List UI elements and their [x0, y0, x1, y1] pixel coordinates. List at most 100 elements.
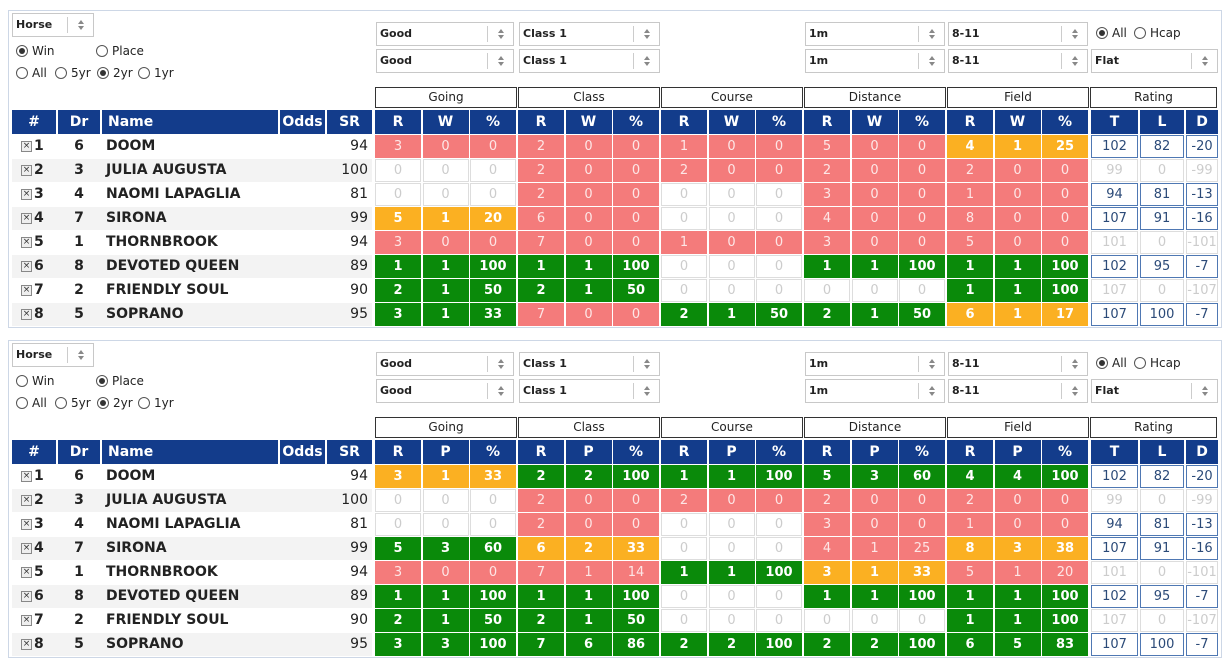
- stat-cell: 0: [708, 183, 755, 206]
- remove-checkbox[interactable]: ×: [21, 237, 32, 248]
- radio-option[interactable]: 5yr: [55, 65, 125, 81]
- remove-checkbox[interactable]: ×: [21, 141, 32, 152]
- select[interactable]: 8-11: [948, 352, 1088, 376]
- group-header: Distance: [804, 87, 946, 108]
- select[interactable]: Class 1: [519, 49, 660, 73]
- arrow-down: [644, 365, 650, 369]
- stat-cell: 0: [899, 135, 945, 158]
- select[interactable]: Good: [376, 352, 514, 376]
- draw: 6: [74, 468, 84, 484]
- radio-option[interactable]: 1yr: [138, 395, 208, 411]
- stat-cell: 86: [613, 633, 659, 656]
- stat-cell: 0: [851, 159, 898, 182]
- select[interactable]: Class 1: [519, 22, 660, 46]
- select[interactable]: Flat: [1091, 49, 1218, 73]
- select[interactable]: 8-11: [948, 22, 1088, 46]
- stat-cell: 3: [804, 231, 850, 254]
- stat-cell: 1: [994, 585, 1041, 608]
- select[interactable]: 8-11: [948, 379, 1088, 403]
- stat-cell: 1: [422, 279, 469, 302]
- stat-cell: 0: [756, 135, 802, 158]
- remove-checkbox[interactable]: ×: [21, 213, 32, 224]
- select[interactable]: Good: [376, 22, 514, 46]
- remove-checkbox[interactable]: ×: [21, 309, 32, 320]
- row-number: 2: [34, 162, 44, 178]
- stat-cell: 3: [804, 561, 850, 584]
- select[interactable]: Horse: [12, 343, 94, 367]
- strike-rate: 95: [350, 306, 368, 322]
- stat-cell: 4: [947, 135, 993, 158]
- stat-cell: 5: [947, 231, 993, 254]
- radio-option[interactable]: All: [1096, 25, 1166, 41]
- strike-rate: 99: [350, 210, 368, 226]
- column-header: R: [375, 440, 421, 464]
- select[interactable]: Class 1: [519, 379, 660, 403]
- remove-checkbox[interactable]: ×: [21, 471, 32, 482]
- remove-checkbox[interactable]: ×: [21, 519, 32, 530]
- column-header: P: [708, 440, 755, 464]
- stat-cell: 1: [994, 255, 1041, 278]
- select[interactable]: 1m: [805, 49, 945, 73]
- radio-option[interactable]: 2yr: [97, 395, 167, 411]
- stat-cell: 1: [947, 585, 993, 608]
- select[interactable]: Horse: [12, 13, 94, 37]
- column-header: %: [1042, 110, 1088, 134]
- radio-option[interactable]: Win: [16, 373, 86, 389]
- select[interactable]: Flat: [1091, 379, 1218, 403]
- select[interactable]: 1m: [805, 379, 945, 403]
- row-number: 8: [34, 636, 44, 652]
- row-background: [12, 489, 372, 512]
- select[interactable]: Good: [376, 49, 514, 73]
- stat-cell: 0: [613, 135, 659, 158]
- column-header: P: [851, 440, 898, 464]
- radio-option[interactable]: 5yr: [55, 395, 125, 411]
- radio-option[interactable]: Hcap: [1134, 355, 1204, 371]
- select[interactable]: Class 1: [519, 352, 660, 376]
- radio-option[interactable]: Place: [96, 373, 166, 389]
- radio-option[interactable]: Place: [96, 43, 166, 59]
- radio-option[interactable]: All: [16, 395, 86, 411]
- radio-option[interactable]: Win: [16, 43, 86, 59]
- stat-cell: 1: [994, 279, 1041, 302]
- select[interactable]: 1m: [805, 352, 945, 376]
- select[interactable]: Good: [376, 379, 514, 403]
- stat-cell: 60: [470, 537, 516, 560]
- stat-cell: 2: [804, 303, 850, 326]
- strike-rate: 95: [350, 636, 368, 652]
- stat-cell: 2: [375, 609, 421, 632]
- radio-option[interactable]: All: [1096, 355, 1166, 371]
- stat-cell: 25: [1042, 135, 1088, 158]
- remove-checkbox[interactable]: ×: [21, 543, 32, 554]
- remove-checkbox[interactable]: ×: [21, 495, 32, 506]
- remove-checkbox[interactable]: ×: [21, 615, 32, 626]
- stat-cell: 0: [470, 489, 516, 512]
- remove-checkbox[interactable]: ×: [21, 591, 32, 602]
- stat-cell: 1: [565, 585, 612, 608]
- stat-cell: 1: [708, 561, 755, 584]
- remove-checkbox[interactable]: ×: [21, 567, 32, 578]
- remove-checkbox[interactable]: ×: [21, 639, 32, 650]
- stat-cell: 0: [851, 609, 898, 632]
- arrow-up: [1072, 29, 1078, 33]
- stat-cell: 1: [422, 255, 469, 278]
- radio-option[interactable]: 2yr: [97, 65, 167, 81]
- strike-rate: 89: [350, 258, 368, 274]
- rating-cell: -101: [1186, 561, 1218, 584]
- remove-checkbox[interactable]: ×: [21, 165, 32, 176]
- stat-cell: 0: [375, 159, 421, 182]
- stat-cell: 0: [756, 231, 802, 254]
- select[interactable]: 8-11: [948, 49, 1088, 73]
- column-header: %: [1042, 440, 1088, 464]
- radio-option[interactable]: 1yr: [138, 65, 208, 81]
- row-number: 5: [34, 564, 44, 580]
- stat-cell: 8: [947, 207, 993, 230]
- remove-checkbox[interactable]: ×: [21, 261, 32, 272]
- select[interactable]: 1m: [805, 22, 945, 46]
- stat-cell: 0: [899, 207, 945, 230]
- remove-checkbox[interactable]: ×: [21, 285, 32, 296]
- select-arrow: [1191, 53, 1217, 69]
- remove-checkbox[interactable]: ×: [21, 189, 32, 200]
- row-background: [12, 465, 372, 488]
- radio-option[interactable]: Hcap: [1134, 25, 1204, 41]
- radio-option[interactable]: All: [16, 65, 86, 81]
